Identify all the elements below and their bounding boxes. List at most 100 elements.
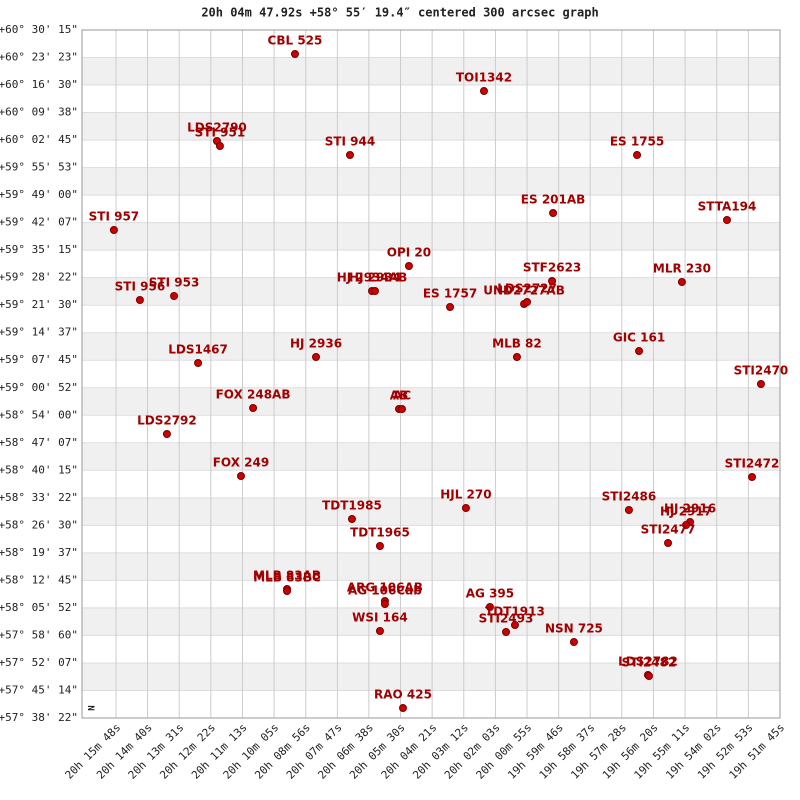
star-point bbox=[664, 539, 673, 548]
star-label: ES 1757 bbox=[423, 286, 477, 300]
star-point bbox=[345, 150, 354, 159]
star-point bbox=[194, 359, 203, 368]
star-point bbox=[479, 86, 488, 95]
star-label: STI2493 bbox=[479, 612, 534, 626]
y-tick-label: +60° 02' 45" bbox=[0, 133, 78, 146]
star-label: TOI1342 bbox=[456, 70, 512, 84]
star-point bbox=[512, 352, 521, 361]
star-label: STF2623 bbox=[523, 261, 581, 275]
star-point bbox=[569, 637, 578, 646]
star-label: LDS2782 bbox=[618, 654, 678, 668]
star-label: HJ 2934AB bbox=[337, 271, 408, 285]
band bbox=[82, 497, 780, 526]
star-label: STI2486 bbox=[602, 490, 657, 504]
star-point bbox=[170, 291, 179, 300]
star-point bbox=[162, 429, 171, 438]
star-point bbox=[312, 352, 321, 361]
y-tick-label: +59° 49' 00" bbox=[0, 188, 78, 201]
band bbox=[82, 167, 780, 196]
star-point bbox=[347, 515, 356, 524]
star-label: STI 944 bbox=[325, 134, 376, 148]
star-label: WSI 164 bbox=[352, 610, 408, 624]
y-tick-label: +57° 38' 22" bbox=[0, 711, 78, 724]
star-point bbox=[446, 302, 455, 311]
compass: N bbox=[88, 705, 98, 710]
star-point bbox=[548, 277, 557, 286]
star-point bbox=[215, 141, 224, 150]
star-label: LDS1467 bbox=[168, 343, 228, 357]
star-point bbox=[644, 672, 653, 681]
star-label: HJL 270 bbox=[440, 488, 491, 502]
plot-frame bbox=[81, 29, 781, 719]
band bbox=[82, 277, 780, 306]
star-label: FOX 248AB bbox=[216, 388, 291, 402]
star-point bbox=[397, 404, 406, 413]
grid bbox=[82, 29, 781, 719]
star-label: ES 1755 bbox=[610, 134, 664, 148]
star-label: MLR 230 bbox=[653, 261, 711, 275]
y-tick-label: +58° 12' 45" bbox=[0, 573, 78, 586]
y-tick-label: +58° 40' 15" bbox=[0, 463, 78, 476]
star-point bbox=[404, 262, 413, 271]
star-label: HJ 2934 bbox=[349, 271, 401, 285]
star-label: AB bbox=[390, 388, 408, 402]
y-tick-label: +60° 09' 38" bbox=[0, 106, 78, 119]
star-point bbox=[485, 603, 494, 612]
star-label: AC bbox=[393, 388, 411, 402]
star-point bbox=[236, 471, 245, 480]
y-tick-label: +59° 28' 22" bbox=[0, 271, 78, 284]
star-point bbox=[370, 287, 379, 296]
x-tick-label: 19h 51m 45s bbox=[727, 721, 788, 782]
band bbox=[82, 442, 780, 471]
star-label: MLB 83AB bbox=[253, 568, 321, 582]
star-point bbox=[283, 587, 292, 596]
star-point bbox=[398, 704, 407, 713]
star-label: STI2470 bbox=[734, 363, 789, 377]
band bbox=[82, 607, 780, 636]
y-tick-label: +58° 47' 07" bbox=[0, 436, 78, 449]
star-point bbox=[380, 600, 389, 609]
star-label: UND2727AB bbox=[483, 283, 565, 297]
star-label: AG 395 bbox=[466, 587, 514, 601]
star-point bbox=[135, 296, 144, 305]
star-label: LDS2790 bbox=[187, 120, 247, 134]
star-label: ARG 106AB bbox=[347, 581, 423, 595]
y-tick-label: +59° 14' 37" bbox=[0, 326, 78, 339]
y-tick-label: +58° 54' 00" bbox=[0, 408, 78, 421]
star-label: LDS2727 bbox=[497, 282, 557, 296]
y-tick-label: +58° 33' 22" bbox=[0, 491, 78, 504]
star-label: MLB 83BC bbox=[253, 571, 321, 585]
y-tick-label: +59° 07' 45" bbox=[0, 353, 78, 366]
y-tick-label: +57° 58' 60" bbox=[0, 628, 78, 641]
band bbox=[82, 552, 780, 581]
band bbox=[82, 332, 780, 361]
star-label: AG 106Cab bbox=[348, 584, 422, 598]
star-label: STI2482 bbox=[622, 656, 677, 670]
star-label: GIC 161 bbox=[613, 330, 665, 344]
star-point bbox=[756, 379, 765, 388]
star-point bbox=[682, 521, 691, 530]
y-tick-label: +57° 45' 14" bbox=[0, 683, 78, 696]
star-point bbox=[290, 50, 299, 59]
star-point bbox=[624, 506, 633, 515]
star-point bbox=[375, 626, 384, 635]
star-point bbox=[549, 208, 558, 217]
star-point bbox=[502, 628, 511, 637]
band bbox=[82, 387, 780, 416]
star-point bbox=[375, 542, 384, 551]
y-tick-label: +60° 16' 30" bbox=[0, 78, 78, 91]
star-point bbox=[461, 504, 470, 513]
star-point bbox=[722, 216, 731, 225]
band bbox=[82, 222, 780, 251]
star-label: STI 957 bbox=[89, 209, 140, 223]
star-label: NSN 725 bbox=[545, 621, 603, 635]
band bbox=[82, 112, 780, 141]
star-point bbox=[748, 473, 757, 482]
star-label: TDT1965 bbox=[350, 526, 410, 540]
bands bbox=[82, 57, 780, 691]
star-point bbox=[109, 225, 118, 234]
y-tick-label: +58° 05' 52" bbox=[0, 601, 78, 614]
star-label: HJ 2917 bbox=[660, 505, 712, 519]
